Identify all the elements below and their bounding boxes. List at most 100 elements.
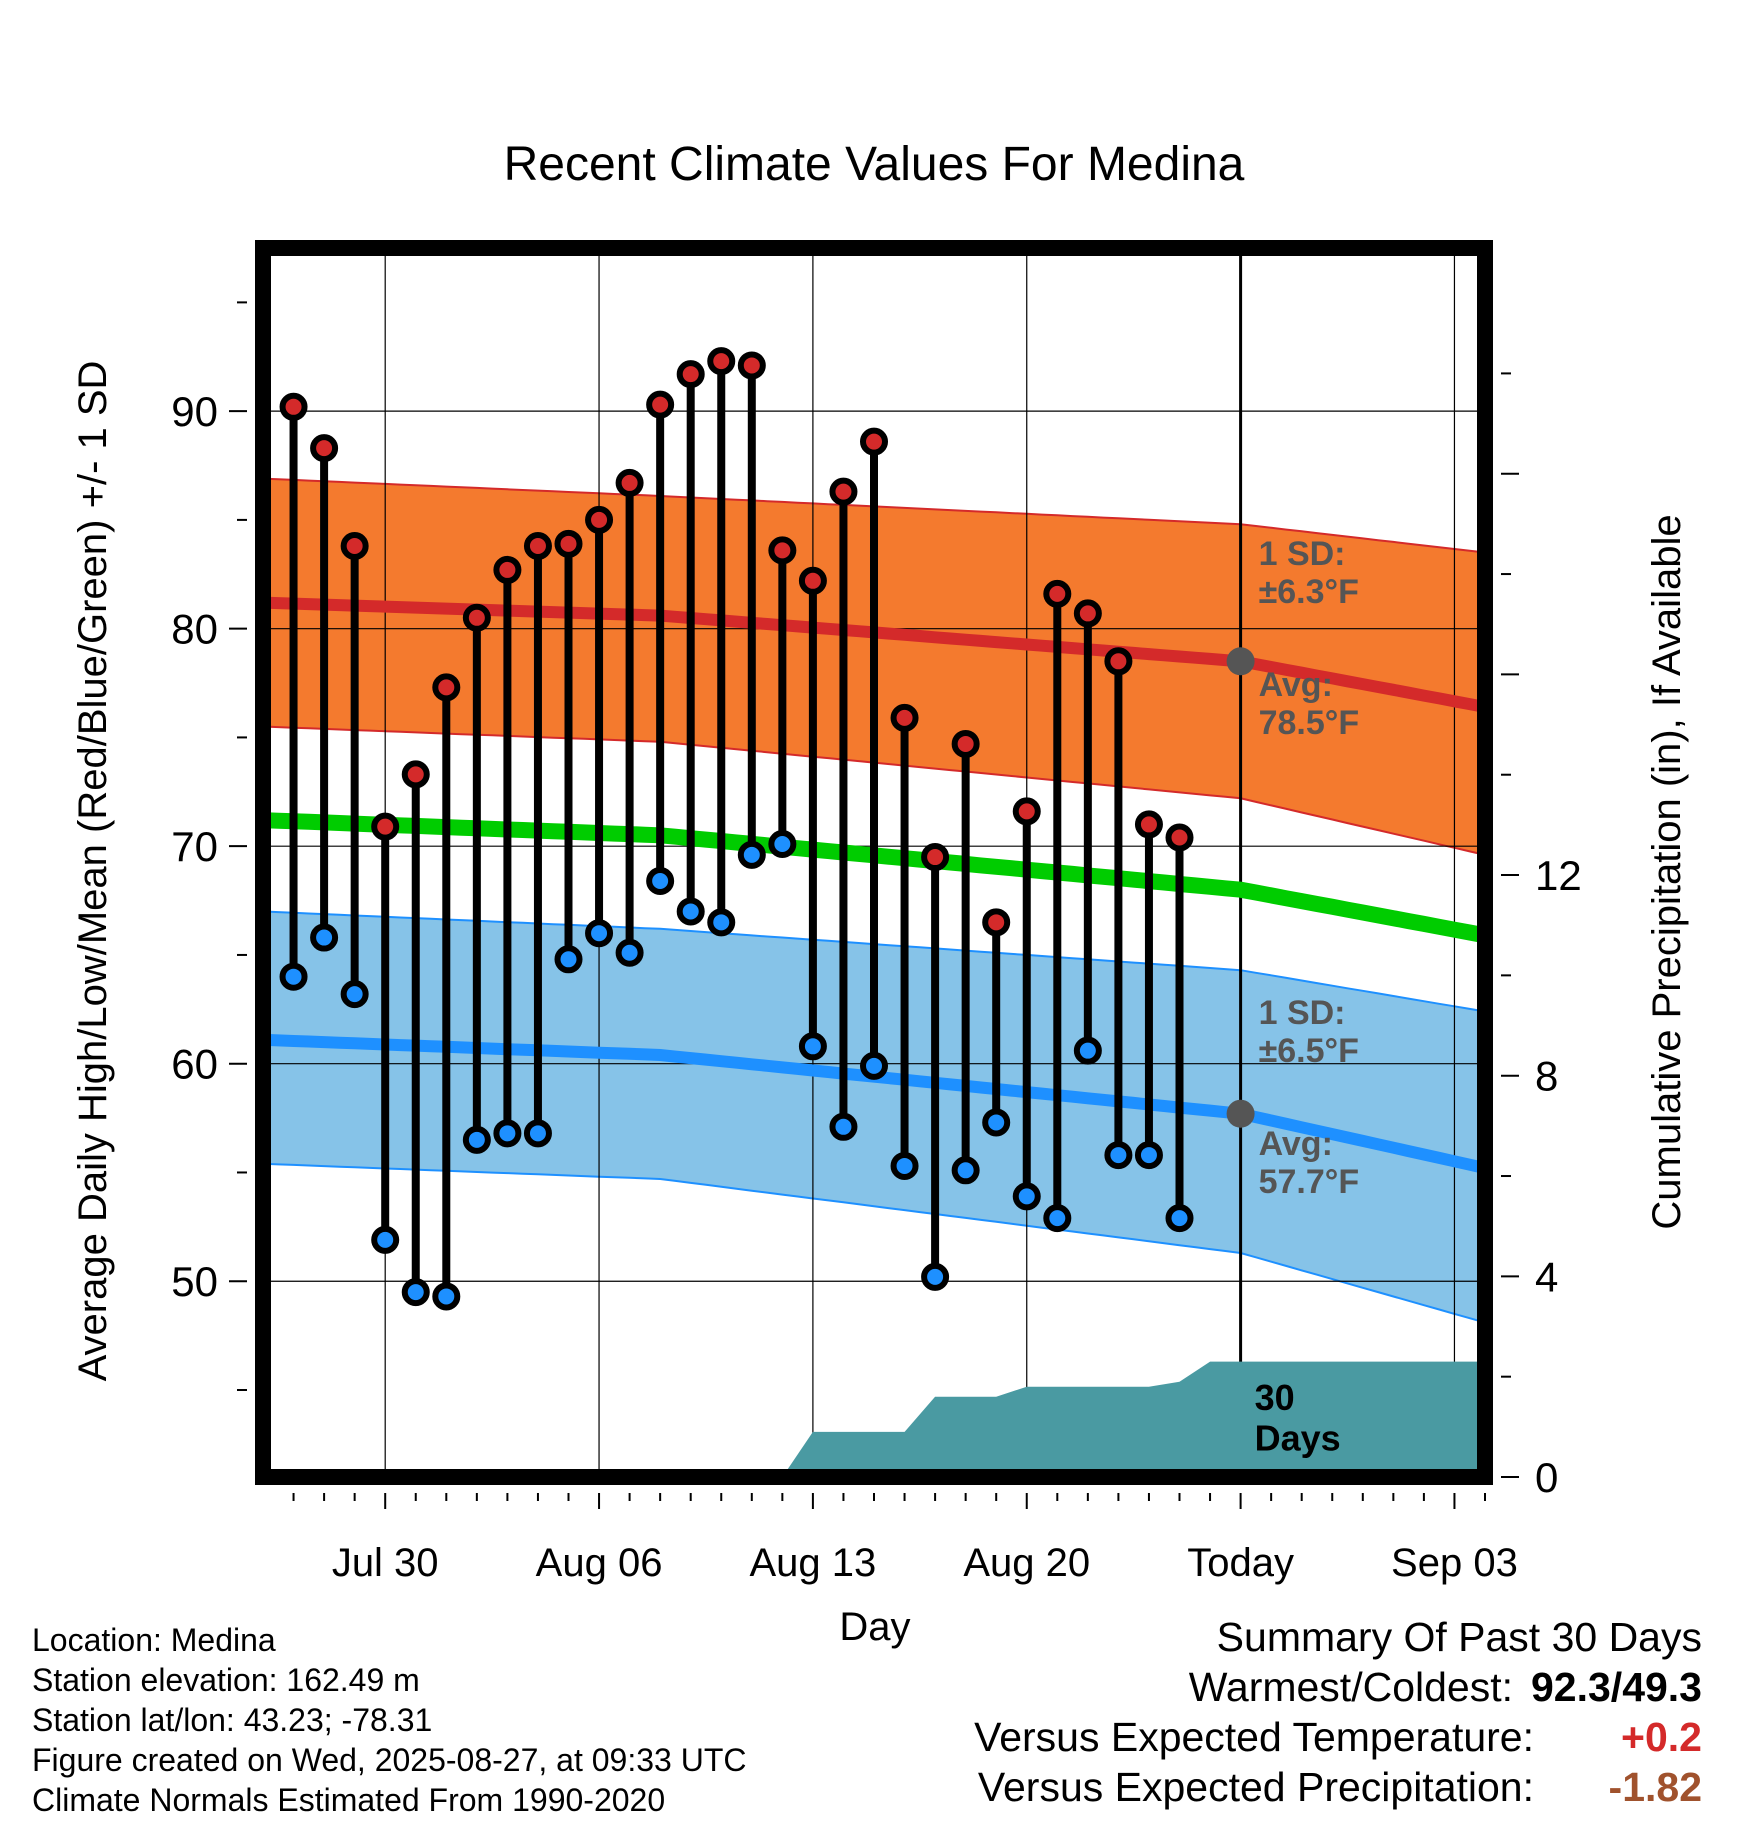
daily-high-point bbox=[585, 505, 614, 534]
x-tick-label: Aug 20 bbox=[963, 1541, 1090, 1585]
chart-title: Recent Climate Values For Medina bbox=[504, 138, 1245, 191]
station-info: Location: Medina Station elevation: 162.… bbox=[32, 1620, 746, 1820]
y-left-tick-label: 70 bbox=[171, 823, 218, 870]
daily-high-point bbox=[798, 566, 827, 595]
y-left-tick-label: 90 bbox=[171, 388, 218, 435]
daily-low-point bbox=[279, 962, 308, 991]
precipitation-area bbox=[782, 1361, 1485, 1477]
low-avg-annotation: Avg: 57.7°F bbox=[1259, 1125, 1360, 1201]
daily-low-point bbox=[798, 1032, 827, 1061]
temp-vs-expected-label: Versus Expected Temperature: bbox=[974, 1714, 1534, 1760]
daily-high-point bbox=[1104, 647, 1133, 676]
high-avg-annotation: Avg: 78.5°F bbox=[1259, 666, 1360, 742]
daily-low-point bbox=[737, 840, 766, 869]
daily-high-point bbox=[432, 673, 461, 702]
daily-low-point bbox=[646, 866, 675, 895]
daily-low-point bbox=[432, 1282, 461, 1311]
y-right-tick-label: 8 bbox=[1535, 1053, 1558, 1100]
daily-high-point bbox=[554, 529, 583, 558]
daily-low-point bbox=[1165, 1204, 1194, 1233]
daily-low-point bbox=[1104, 1141, 1133, 1170]
low-sd-annotation: 1 SD: ±6.5°F bbox=[1259, 994, 1359, 1070]
daily-high-point bbox=[676, 360, 705, 389]
daily-low-point bbox=[768, 830, 797, 859]
daily-high-point bbox=[340, 532, 369, 561]
y-left-tick-label: 50 bbox=[171, 1258, 218, 1305]
daily-low-point bbox=[921, 1262, 950, 1291]
x-tick-label: Aug 13 bbox=[750, 1541, 877, 1585]
summary-precip-row: Versus Expected Precipitation: -1.82 bbox=[974, 1762, 1702, 1812]
days-annotation: 30 Days bbox=[1255, 1377, 1341, 1458]
y-right-tick-label: 4 bbox=[1535, 1253, 1558, 1300]
warmest-value: 92.3/49.3 bbox=[1531, 1664, 1702, 1710]
normals-text: Climate Normals Estimated From 1990-2020 bbox=[32, 1782, 666, 1818]
daily-low-point bbox=[493, 1119, 522, 1148]
daily-high-point bbox=[1134, 810, 1163, 839]
daily-high-point bbox=[462, 603, 491, 632]
low-sd-band-lower-edge bbox=[262, 1162, 1486, 1324]
precip-vs-expected-label: Versus Expected Precipitation: bbox=[977, 1764, 1534, 1810]
daily-high-point bbox=[737, 351, 766, 380]
x-tick-label: Aug 06 bbox=[536, 1541, 663, 1585]
latlon-text: Station lat/lon: 43.23; -78.31 bbox=[32, 1702, 433, 1738]
daily-low-point bbox=[523, 1119, 552, 1148]
today-low-avg-marker bbox=[1226, 1099, 1255, 1128]
warmest-label: Warmest/Coldest: bbox=[1188, 1664, 1513, 1710]
daily-low-point bbox=[1134, 1141, 1163, 1170]
daily-high-point bbox=[1043, 579, 1072, 608]
daily-high-point bbox=[401, 760, 430, 789]
daily-high-point bbox=[829, 477, 858, 506]
temp-vs-expected-value: +0.2 bbox=[1621, 1714, 1702, 1760]
daily-low-point bbox=[401, 1278, 430, 1307]
daily-high-point bbox=[523, 532, 552, 561]
y-axis-right-label: Cumulative Precipitation (in), If Availa… bbox=[1645, 514, 1689, 1229]
y-left-tick-label: 80 bbox=[171, 606, 218, 653]
created-text: Figure created on Wed, 2025-08-27, at 09… bbox=[32, 1742, 747, 1778]
x-axis-label: Day bbox=[839, 1605, 910, 1649]
daily-high-point bbox=[768, 536, 797, 565]
x-tick-label: Jul 30 bbox=[332, 1541, 439, 1585]
daily-low-point bbox=[615, 938, 644, 967]
daily-high-point bbox=[890, 703, 919, 732]
location-text: Location: Medina bbox=[32, 1622, 276, 1658]
daily-low-point bbox=[1012, 1182, 1041, 1211]
daily-low-point bbox=[1043, 1204, 1072, 1233]
daily-low-point bbox=[982, 1108, 1011, 1137]
daily-low-point bbox=[951, 1156, 980, 1185]
daily-low-point bbox=[340, 980, 369, 1009]
daily-low-point bbox=[554, 945, 583, 974]
x-tick-label: Sep 03 bbox=[1391, 1541, 1518, 1585]
daily-high-point bbox=[1165, 823, 1194, 852]
summary-panel: Summary Of Past 30 Days Warmest/Coldest:… bbox=[974, 1612, 1702, 1812]
y-axis-left-label: Average Daily High/Low/Mean (Red/Blue/Gr… bbox=[71, 361, 115, 1382]
summary-warmest-row: Warmest/Coldest: 92.3/49.3 bbox=[974, 1662, 1702, 1712]
daily-low-point bbox=[860, 1051, 888, 1080]
daily-low-point bbox=[371, 1225, 400, 1254]
daily-high-point bbox=[921, 843, 950, 872]
daily-high-point bbox=[860, 427, 888, 456]
y-right-tick-label: 12 bbox=[1535, 852, 1582, 899]
plot-area: 1 SD: ±6.3°F Avg: 78.5°F 1 SD: ±6.5°F Avg: 57.7… bbox=[171, 240, 1582, 1585]
y-left-tick-label: 60 bbox=[171, 1041, 218, 1088]
daily-low-point bbox=[462, 1125, 491, 1154]
summary-temp-row: Versus Expected Temperature: +0.2 bbox=[974, 1712, 1702, 1762]
daily-high-point bbox=[310, 434, 339, 463]
daily-low-point bbox=[707, 908, 736, 937]
daily-high-point bbox=[982, 908, 1011, 937]
daily-low-point bbox=[829, 1112, 858, 1141]
daily-low-point bbox=[676, 897, 705, 926]
daily-high-point bbox=[951, 729, 980, 758]
daily-low-point bbox=[585, 919, 614, 948]
daily-low-point bbox=[890, 1151, 919, 1180]
daily-high-point bbox=[646, 390, 675, 419]
daily-high-point bbox=[1073, 599, 1102, 628]
daily-high-point bbox=[615, 468, 644, 497]
daily-low-point bbox=[310, 923, 339, 952]
summary-title: Summary Of Past 30 Days bbox=[1216, 1614, 1702, 1660]
x-tick-label: Today bbox=[1187, 1541, 1294, 1585]
plot-frame bbox=[255, 240, 1493, 1485]
daily-high-point bbox=[707, 347, 736, 376]
precip-vs-expected-value: -1.82 bbox=[1608, 1764, 1702, 1810]
today-high-avg-marker bbox=[1226, 647, 1255, 676]
daily-low-point bbox=[1073, 1036, 1102, 1065]
